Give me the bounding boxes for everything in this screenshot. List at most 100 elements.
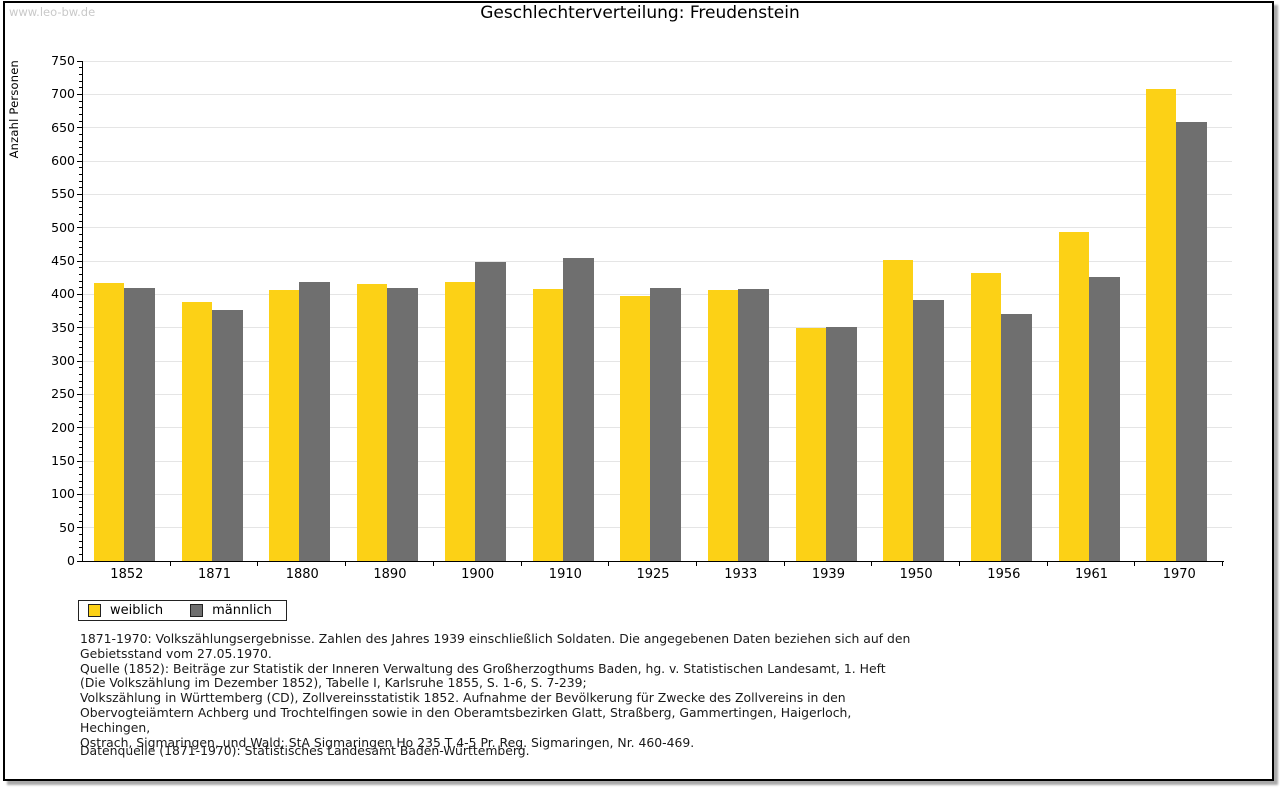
y-minor-tick-370 — [79, 313, 82, 315]
y-major-tick-350 — [77, 327, 82, 329]
gridline-750 — [83, 60, 1232, 62]
y-minor-tick-470 — [79, 247, 82, 249]
legend-item-maennlich: männlich — [190, 603, 272, 618]
y-minor-tick-610 — [79, 153, 82, 155]
y-major-tick-700 — [77, 93, 82, 95]
x-tick-label-1910: 1910 — [548, 567, 582, 582]
x-boundary-tick-11 — [1046, 561, 1048, 566]
y-minor-tick-570 — [79, 180, 82, 182]
watermark: www.leo-bw.de — [9, 5, 96, 19]
bar-männlich-1970 — [1176, 121, 1208, 561]
x-tick-label-1925: 1925 — [636, 567, 670, 582]
y-minor-tick-60 — [79, 520, 82, 522]
bar-männlich-1890 — [387, 288, 419, 561]
x-boundary-tick-2 — [257, 561, 259, 566]
gridline-550 — [83, 193, 1232, 195]
y-major-tick-150 — [77, 460, 82, 462]
x-boundary-tick-5 — [520, 561, 522, 566]
y-minor-tick-70 — [79, 513, 82, 515]
y-tick-label-550: 550 — [51, 186, 75, 202]
bar-männlich-1871 — [211, 310, 243, 561]
footer-note-line-7: Ostrach, Sigmaringen, und Wald; StA Sigm… — [80, 734, 695, 750]
y-major-tick-200 — [77, 427, 82, 429]
y-minor-tick-410 — [79, 287, 82, 289]
legend-swatch-maennlich — [190, 604, 204, 617]
y-minor-tick-380 — [79, 307, 82, 309]
y-minor-tick-170 — [79, 447, 82, 449]
y-minor-tick-330 — [79, 340, 82, 342]
footer-note-line-6: Obervogteiämtern Achberg und Trochtelfin… — [80, 704, 852, 735]
bar-weiblich-1910 — [532, 289, 563, 561]
y-minor-tick-90 — [79, 500, 82, 502]
y-minor-tick-510 — [79, 220, 82, 222]
x-boundary-tick-1 — [169, 561, 171, 566]
gridline-450 — [83, 260, 1232, 262]
y-major-tick-300 — [77, 360, 82, 362]
y-minor-tick-80 — [79, 507, 82, 509]
y-tick-label-450: 450 — [51, 253, 75, 268]
y-major-tick-500 — [77, 227, 82, 229]
x-boundary-tick-10 — [959, 561, 960, 566]
x-boundary-tick-6 — [608, 561, 610, 566]
bar-weiblich-1939 — [795, 327, 826, 561]
y-minor-tick-160 — [79, 453, 82, 455]
y-minor-tick-240 — [79, 400, 82, 402]
x-boundary-tick-8 — [783, 561, 785, 566]
y-major-tick-400 — [77, 293, 82, 295]
y-minor-tick-440 — [79, 267, 82, 269]
footer-note-line-5: Volkszählung in Württemberg (CD), Zollve… — [80, 690, 846, 706]
legend-label-weiblich: weiblich — [110, 603, 164, 618]
y-minor-tick-320 — [79, 347, 82, 349]
gridline-500 — [83, 227, 1232, 229]
y-minor-tick-670 — [79, 113, 82, 115]
y-major-tick-550 — [77, 193, 82, 195]
bar-männlich-1939 — [825, 327, 857, 561]
legend-swatch-weiblich — [88, 604, 101, 617]
y-minor-tick-460 — [79, 253, 82, 255]
bar-männlich-1961 — [1088, 277, 1120, 561]
bar-männlich-1933 — [737, 289, 769, 561]
x-tick-label-1970: 1970 — [1162, 567, 1196, 582]
y-tick-label-350: 350 — [51, 319, 75, 335]
bar-weiblich-1961 — [1058, 231, 1089, 561]
bar-männlich-1956 — [1001, 313, 1032, 561]
y-minor-tick-540 — [79, 200, 82, 202]
x-boundary-tick-7 — [695, 561, 697, 566]
bar-männlich-1852 — [124, 287, 155, 561]
y-minor-tick-690 — [79, 100, 82, 102]
bar-weiblich-1950 — [883, 260, 914, 561]
bar-weiblich-1890 — [357, 284, 388, 561]
bar-weiblich-1970 — [1146, 89, 1177, 561]
y-major-tick-650 — [77, 127, 82, 129]
y-minor-tick-730 — [79, 73, 82, 75]
x-tick-label-1956: 1956 — [987, 567, 1021, 582]
y-minor-tick-430 — [79, 273, 82, 275]
bar-weiblich-1925 — [620, 295, 651, 561]
y-minor-tick-110 — [79, 487, 82, 489]
y-minor-tick-10 — [79, 553, 82, 555]
y-minor-tick-490 — [79, 233, 82, 235]
y-major-tick-600 — [77, 160, 82, 162]
y-major-tick-750 — [77, 60, 82, 62]
y-tick-label-700: 700 — [51, 86, 75, 102]
y-minor-tick-210 — [79, 420, 82, 422]
y-minor-tick-360 — [79, 320, 82, 322]
y-minor-tick-590 — [79, 167, 82, 169]
y-major-tick-250 — [77, 393, 82, 395]
gridline-700 — [83, 93, 1232, 95]
x-tick-label-1880: 1880 — [285, 567, 319, 582]
y-minor-tick-230 — [79, 407, 82, 409]
x-tick-label-1852: 1852 — [110, 567, 144, 582]
y-tick-label-150: 150 — [51, 453, 75, 468]
x-tick-label-1933: 1933 — [724, 567, 758, 582]
bar-männlich-1950 — [913, 300, 945, 561]
y-minor-tick-640 — [79, 133, 82, 135]
gridline-600 — [83, 160, 1232, 162]
bar-weiblich-1852 — [94, 283, 124, 561]
y-minor-tick-130 — [79, 473, 82, 475]
y-minor-tick-220 — [79, 413, 82, 415]
x-tick-label-1939: 1939 — [811, 567, 845, 582]
x-tick-label-1950: 1950 — [899, 567, 933, 582]
y-major-tick-100 — [77, 493, 82, 495]
x-boundary-tick-13 — [1222, 561, 1224, 566]
